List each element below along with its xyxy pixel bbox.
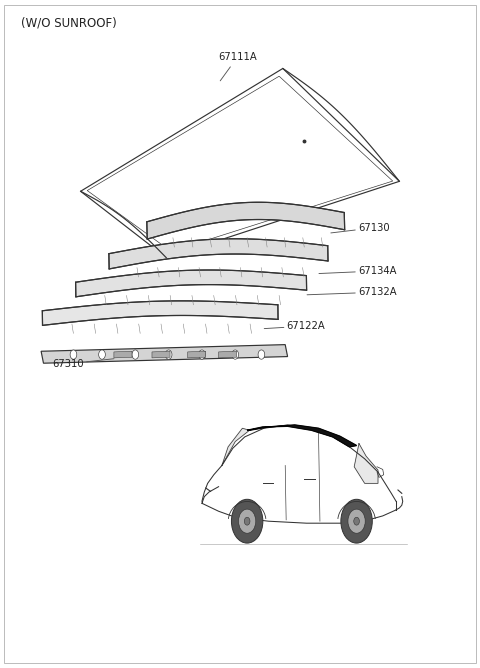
Circle shape [239,509,256,533]
Polygon shape [218,351,237,358]
Circle shape [132,350,139,359]
Circle shape [348,509,365,533]
Circle shape [244,517,250,525]
Polygon shape [42,301,278,325]
Text: 67111A: 67111A [218,52,257,81]
Circle shape [199,350,205,359]
Text: 67132A: 67132A [307,287,396,297]
Circle shape [165,350,172,359]
Circle shape [354,517,360,525]
Circle shape [232,350,239,359]
Circle shape [231,499,263,543]
Polygon shape [76,270,307,297]
Polygon shape [41,345,288,363]
Polygon shape [247,425,357,447]
Circle shape [258,350,265,359]
Polygon shape [114,351,132,358]
Polygon shape [354,444,378,484]
Text: 67310: 67310 [52,359,114,369]
Polygon shape [152,351,170,358]
Text: 67130: 67130 [331,223,390,233]
Text: 67122A: 67122A [264,321,325,331]
Polygon shape [222,428,250,466]
Circle shape [341,499,372,543]
Text: (W/O SUNROOF): (W/O SUNROOF) [21,17,117,29]
Circle shape [99,350,105,359]
Text: 67134A: 67134A [319,266,396,276]
Polygon shape [109,238,328,269]
Circle shape [70,350,77,359]
Polygon shape [188,351,206,358]
Polygon shape [147,202,345,239]
